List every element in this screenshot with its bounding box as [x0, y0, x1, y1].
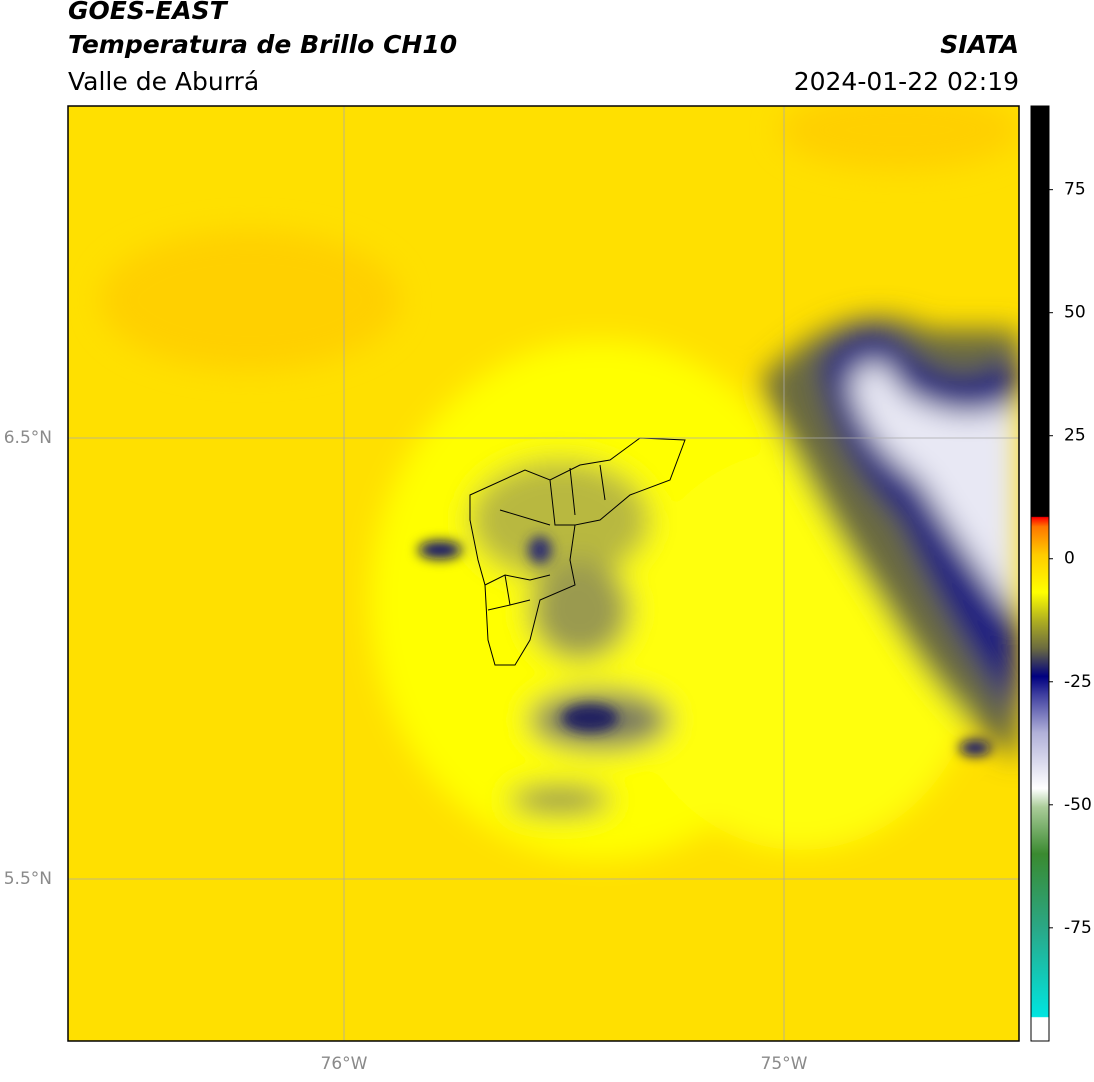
colorbar-tick-label: -75	[1064, 918, 1092, 938]
colorbar-tick-label: -25	[1064, 672, 1092, 692]
map-image	[68, 106, 1019, 1041]
source: SIATA	[940, 30, 1019, 59]
map-frame	[67, 105, 1020, 1042]
colorbar	[1030, 105, 1050, 1042]
region: Valle de Aburrá	[68, 67, 259, 96]
colorbar-tick-label: 0	[1064, 549, 1075, 569]
product: Temperatura de Brillo CH10	[68, 30, 457, 59]
colorbar-tick-label: -50	[1064, 795, 1092, 815]
lat-label: 6.5°N	[4, 428, 52, 448]
satellite: GOES-EAST	[68, 0, 229, 25]
lat-label: 5.5°N	[4, 869, 52, 889]
datetime: 2024-01-22 02:19	[794, 67, 1019, 96]
colorbar-tick-label: 75	[1064, 180, 1086, 200]
colorbar-tick-label: 25	[1064, 426, 1086, 446]
lon-label: 75°W	[761, 1054, 808, 1074]
colorbar-tick-label: 50	[1064, 303, 1086, 323]
lon-label: 76°W	[321, 1054, 368, 1074]
